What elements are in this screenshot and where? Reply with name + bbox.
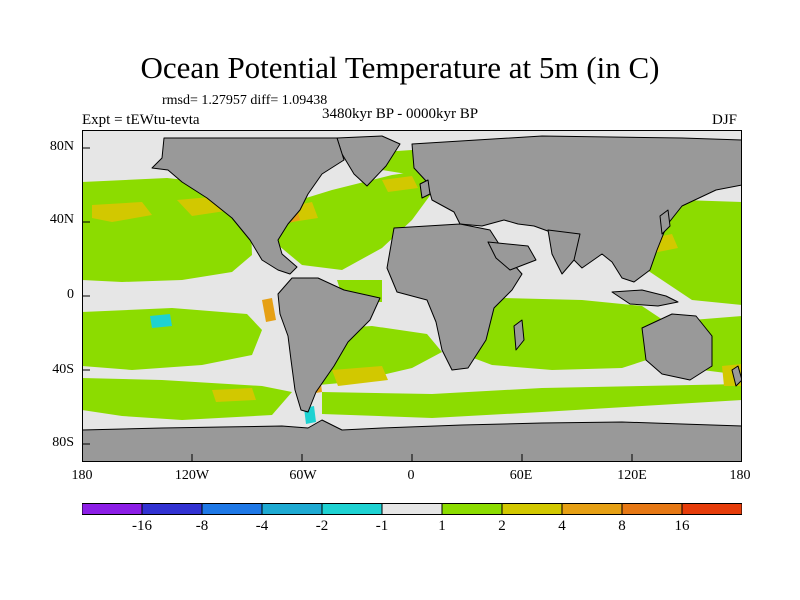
south-atlantic-patch-1 xyxy=(332,366,388,386)
lon-label-120w: 120W xyxy=(174,468,210,483)
colorbar-swatch xyxy=(561,503,623,515)
colorbar-label: -16 xyxy=(132,518,152,534)
colorbar-label: -8 xyxy=(195,518,209,534)
colorbar-swatch xyxy=(501,503,563,515)
period-label: 3480kyr BP - 0000kyr BP xyxy=(322,106,479,122)
colorbar-swatch xyxy=(381,503,443,515)
lat-label-0: 0 xyxy=(67,287,74,302)
axis-ticks xyxy=(82,147,633,462)
greenland xyxy=(336,135,401,187)
lon-label-120e: 120E xyxy=(617,468,647,483)
colorbar-label: -4 xyxy=(255,518,269,534)
north-america xyxy=(151,137,345,275)
world-map xyxy=(82,130,742,462)
lon-label-0: 0 xyxy=(407,468,415,483)
land xyxy=(82,135,742,462)
lat-label-40s: 40S xyxy=(52,362,74,377)
uk-ireland xyxy=(419,179,431,199)
colorbar-swatch xyxy=(441,503,503,515)
colorbar-swatch xyxy=(82,503,143,515)
colorbar-label: 16 xyxy=(674,518,690,534)
southern-ocean-band-east xyxy=(322,384,742,418)
colorbar-label: 4 xyxy=(558,518,566,534)
colorbar xyxy=(82,503,742,515)
season-label: DJF xyxy=(712,112,738,128)
plot-title: Ocean Potential Temperature at 5m (in C) xyxy=(140,50,660,85)
indonesia xyxy=(611,289,679,307)
south-pacific-band xyxy=(82,308,262,370)
lat-label-40n: 40N xyxy=(49,212,74,227)
colorbar-label: -2 xyxy=(315,518,329,534)
colorbar-swatch xyxy=(621,503,683,515)
peru-patch xyxy=(262,298,276,322)
arabian-peninsula xyxy=(487,241,537,271)
lon-label-60e: 60E xyxy=(509,468,533,483)
north-atlantic-patch-2 xyxy=(382,176,418,192)
lat-label-80s: 80S xyxy=(52,435,74,450)
madagascar xyxy=(513,319,525,351)
lon-label-180e: 180 xyxy=(729,468,751,483)
colorbar-swatch xyxy=(261,503,323,515)
experiment-label: Expt = tEWtu-tevta xyxy=(82,112,200,128)
colorbar-label: 8 xyxy=(618,518,626,534)
new-zealand xyxy=(731,365,742,387)
japan xyxy=(659,209,671,235)
colorbar-label: 1 xyxy=(438,518,446,534)
lon-label-60w: 60W xyxy=(289,468,317,483)
colorbar-swatch xyxy=(681,503,742,515)
southern-ocean-band-west xyxy=(82,378,292,420)
north-atlantic-band xyxy=(267,170,434,270)
south-america xyxy=(277,277,381,413)
south-pacific-patch xyxy=(212,388,256,402)
colorbar-swatch xyxy=(321,503,383,515)
australia xyxy=(641,313,713,381)
antarctica xyxy=(82,419,742,462)
stats-label: rmsd= 1.27957 diff= 1.09438 xyxy=(162,93,328,108)
indian-subcontinent xyxy=(547,229,581,275)
colorbar-swatch xyxy=(141,503,203,515)
south-pacific-cool-spot xyxy=(150,314,172,328)
colorbar-label: 2 xyxy=(498,518,506,534)
lon-label-180w: 180 xyxy=(71,468,93,483)
north-pacific-patch-1 xyxy=(92,202,152,222)
lat-label-80n: 80N xyxy=(49,139,74,154)
colorbar-label: -1 xyxy=(375,518,389,534)
eurasia xyxy=(411,135,742,283)
colorbar-swatch xyxy=(201,503,263,515)
indian-ocean-band xyxy=(437,298,672,370)
